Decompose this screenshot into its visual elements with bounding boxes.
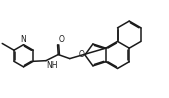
Text: O: O: [59, 35, 64, 44]
Text: N: N: [20, 35, 26, 44]
Text: NH: NH: [46, 61, 58, 70]
Text: O: O: [79, 50, 85, 59]
